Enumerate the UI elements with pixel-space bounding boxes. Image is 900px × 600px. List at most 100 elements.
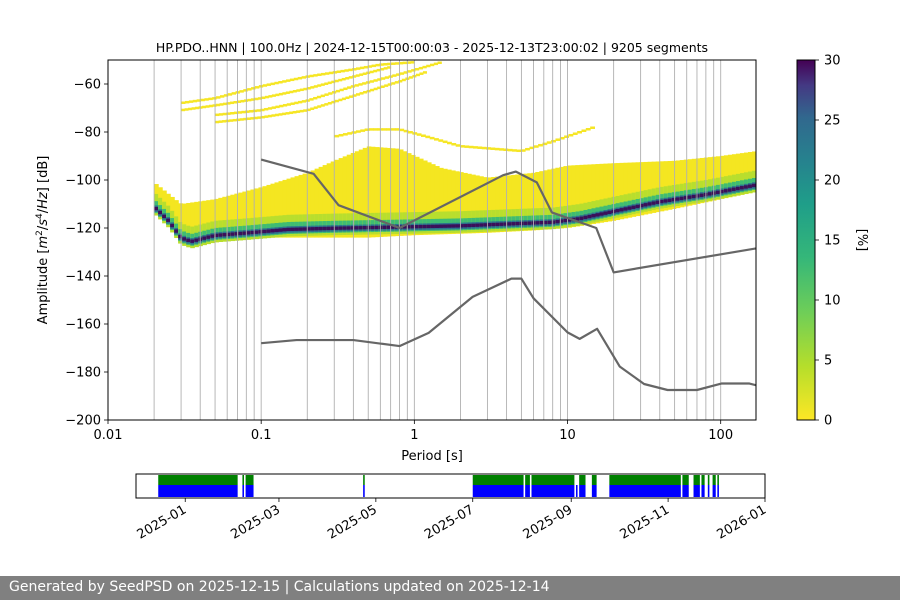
psd-harmonic-cell xyxy=(274,113,279,117)
psd-spread-cell xyxy=(651,161,657,213)
psd-peak-cell xyxy=(266,229,272,233)
psd-harmonic-cell xyxy=(303,109,308,112)
psd-harmonic-cell xyxy=(215,120,220,124)
psd-spread-cell xyxy=(430,164,436,235)
psd-harmonic-cell xyxy=(391,82,396,85)
psd-peak-cell xyxy=(559,219,564,223)
psd-peak-cell xyxy=(523,221,528,225)
psd-peak-cell xyxy=(555,219,560,224)
psd-harmonic-cell xyxy=(230,111,235,115)
coverage-lower-band xyxy=(525,485,530,497)
psd-harmonic-cell xyxy=(546,141,552,144)
psd-spread-cell xyxy=(322,165,328,238)
psd-harmonic-cell xyxy=(386,128,392,131)
psd-spread-cell xyxy=(334,159,340,238)
psd-peak-cell xyxy=(563,218,569,223)
psd-harmonic-cell xyxy=(246,117,251,120)
psd-harmonic-cell xyxy=(367,65,373,68)
psd-harmonic-cell xyxy=(212,104,217,107)
psd-peak-cell xyxy=(174,229,179,233)
coverage-upper-band xyxy=(701,475,705,485)
psd-harmonic-cell xyxy=(343,87,348,91)
psd-harmonic-cell xyxy=(355,74,360,77)
psd-peak-cell xyxy=(743,185,749,189)
psd-harmonic-cell xyxy=(387,66,392,69)
psd-spread-cell xyxy=(503,175,508,232)
psd-spread-cell xyxy=(495,176,500,233)
psd-harmonic-cell xyxy=(585,128,591,131)
psd-harmonic-cell xyxy=(191,107,196,110)
psd-harmonic-cell xyxy=(260,115,265,119)
psd-peak-cell xyxy=(595,213,601,217)
psd-harmonic-cell xyxy=(568,133,574,137)
y-tick-label: −160 xyxy=(65,318,101,333)
psd-harmonic-cell xyxy=(226,102,231,105)
y-axis: −200 −180 −160 −140 −120 −100 −80 −60 xyxy=(65,78,108,429)
psd-peak-cell xyxy=(342,226,348,230)
psd-spread-cell xyxy=(234,193,239,241)
psd-spread-cell xyxy=(511,174,516,232)
psd-spread-cell xyxy=(390,148,396,237)
psd-harmonic-cell xyxy=(414,67,420,71)
coverage-upper-band xyxy=(242,475,245,485)
psd-harmonic-cell xyxy=(334,134,340,138)
psd-harmonic-cell xyxy=(275,93,280,97)
psd-peak-cell xyxy=(274,228,280,233)
psd-harmonic-cell xyxy=(195,106,200,110)
psd-harmonic-cell xyxy=(381,128,387,131)
coverage-lower-band xyxy=(575,485,578,497)
psd-spread-cell xyxy=(507,175,512,232)
psd-harmonic-cell xyxy=(360,129,366,132)
psd-harmonic-cell xyxy=(275,105,280,109)
psd-peak-cell xyxy=(751,183,756,188)
psd-harmonic-cell xyxy=(377,78,382,81)
psd-spread-cell xyxy=(238,192,243,240)
psd-harmonic-cell xyxy=(338,98,343,102)
coverage-lower-band xyxy=(701,485,705,497)
psd-peak-cell xyxy=(547,220,552,225)
psd-peak-cell xyxy=(302,227,308,231)
psd-harmonic-cell xyxy=(359,66,365,70)
colorbar xyxy=(796,59,816,421)
psd-peak-cell xyxy=(567,218,573,222)
psd-harmonic-cell xyxy=(233,101,238,104)
psd-peak-cell xyxy=(346,226,352,230)
psd-harmonic-cell xyxy=(581,129,587,132)
psd-harmonic-cell xyxy=(290,102,295,105)
psd-spread-cell xyxy=(374,147,380,238)
psd-harmonic-cell xyxy=(239,90,244,93)
y-axis-label: Amplitude [m2/s4/Hz] [dB] xyxy=(35,156,51,325)
psd-peak-cell xyxy=(238,231,243,236)
psd-harmonic-cell xyxy=(184,100,190,104)
psd-spread-cell xyxy=(262,186,268,238)
psd-harmonic-cell xyxy=(380,68,385,71)
psd-harmonic-cell xyxy=(390,128,396,131)
psd-harmonic-cell xyxy=(334,79,339,83)
psd-harmonic-cell xyxy=(257,97,262,100)
psd-harmonic-cell xyxy=(451,143,457,146)
psd-spread-cell xyxy=(595,164,601,224)
psd-harmonic-cell xyxy=(525,147,530,151)
psd-harmonic-cell xyxy=(249,110,254,113)
coverage-lower-band xyxy=(707,485,710,497)
psd-spread-cell xyxy=(667,160,673,210)
psd-peak-cell xyxy=(543,220,548,225)
psd-harmonic-cell xyxy=(254,86,260,89)
psd-harmonic-cell xyxy=(296,110,301,113)
psd-harmonic-cell xyxy=(208,97,213,101)
psd-harmonic-cell xyxy=(481,146,487,150)
psd-spread-cell xyxy=(254,188,260,239)
psd-harmonic-cell xyxy=(306,87,311,90)
psd-peak-cell xyxy=(491,222,496,227)
psd-harmonic-cell xyxy=(391,62,396,65)
psd-harmonic-cell xyxy=(392,74,397,77)
psd-harmonic-cell xyxy=(313,85,318,88)
psd-harmonic-cell xyxy=(267,107,273,110)
psd-harmonic-cell xyxy=(309,98,314,101)
psd-peak-cell xyxy=(583,215,589,220)
psd-harmonic-cell xyxy=(264,115,269,118)
psd-harmonic-cell xyxy=(351,131,357,134)
timeline-tick-label: 2025-05 xyxy=(325,502,380,542)
psd-harmonic-cell xyxy=(403,71,408,74)
psd-harmonic-cell xyxy=(577,130,582,134)
